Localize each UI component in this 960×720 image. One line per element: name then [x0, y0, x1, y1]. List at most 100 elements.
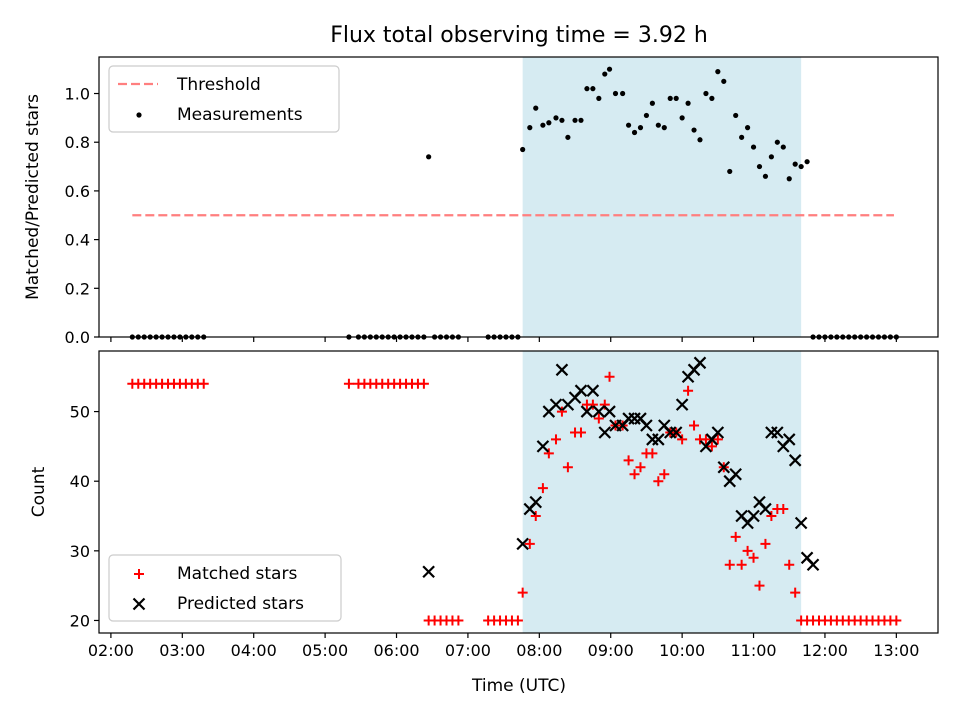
matched-star-point — [512, 615, 523, 626]
measurement-point — [620, 90, 626, 97]
top-y-ticks: 0.0 0.2 0.4 0.6 0.8 1.0 — [65, 85, 99, 347]
x-axis-label: Time (UTC) — [471, 676, 566, 696]
top-legend-box — [108, 65, 340, 133]
y-tick-label: 0.0 — [65, 328, 90, 347]
predicted-star-point — [675, 398, 689, 411]
measurement-point — [612, 90, 619, 97]
measurement-point — [590, 86, 596, 92]
x-tick-label: 06:00 — [373, 641, 419, 660]
y-tick-label: 20 — [70, 611, 90, 630]
y-tick-label: 0.4 — [65, 231, 90, 250]
measurement-point — [804, 159, 810, 165]
matched-star-point — [647, 448, 658, 459]
x-tick-label: 13:00 — [873, 641, 919, 660]
x-tick-label: 08:00 — [516, 641, 562, 660]
predicted-star-point — [788, 454, 802, 467]
top-panel: 0.0 0.2 0.4 0.6 0.8 1.0 Matched/Predicted sta… — [23, 56, 939, 347]
top-legend: Threshold Measurements — [108, 65, 340, 133]
x-tick-label: 09:00 — [588, 641, 634, 660]
matched-star-point — [760, 538, 771, 549]
matched-star-point — [683, 385, 694, 396]
measurement-point — [697, 137, 703, 143]
matched-stars-points — [127, 371, 902, 626]
predicted-star-point — [603, 405, 616, 418]
x-tick-label: 02:00 — [88, 641, 134, 660]
legend-threshold-label: Threshold — [176, 75, 261, 95]
chart-title: Flux total observing time = 3.92 h — [330, 23, 708, 48]
matched-star-point — [556, 406, 567, 417]
y-tick-label: 40 — [70, 472, 90, 491]
predicted-star-point — [782, 433, 796, 446]
top-measurement-points — [129, 66, 899, 340]
matched-star-point — [524, 538, 535, 549]
matched-star-point — [766, 511, 777, 522]
matched-star-point — [700, 434, 711, 445]
measurement-point — [709, 95, 715, 101]
measurement-point — [798, 163, 804, 170]
measurement-point — [727, 168, 733, 175]
bottom-axes-frame — [98, 350, 939, 634]
x-tick-label: 12:00 — [802, 641, 848, 660]
y-tick-label: 0.2 — [65, 279, 90, 298]
legend-matched-swatch — [134, 569, 144, 579]
matched-star-point — [748, 552, 759, 563]
x-tick-label: 03:00 — [159, 641, 205, 660]
predicted-star-point — [536, 440, 550, 453]
matched-star-point — [754, 580, 765, 591]
measurement-point — [559, 117, 565, 123]
predicted-star-point — [132, 597, 146, 611]
matched-star-point — [587, 399, 598, 410]
bottom-legend: Matched stars Predicted stars — [108, 554, 342, 622]
matched-star-point — [550, 434, 561, 445]
matched-star-point — [659, 469, 670, 480]
x-tick-label: 04:00 — [231, 641, 277, 660]
top-y-axis-label: Matched/Predicted stars — [23, 94, 43, 300]
matched-star-point — [198, 378, 209, 389]
predicted-star-point — [652, 433, 665, 446]
measurement-point — [685, 100, 691, 106]
matched-star-point — [134, 569, 144, 579]
y-tick-label: 30 — [70, 542, 90, 561]
matched-star-point — [730, 531, 741, 542]
measurement-point — [625, 122, 632, 128]
matched-star-point — [784, 559, 795, 570]
measurement-point — [774, 139, 780, 145]
measurement-point — [565, 134, 571, 140]
x-tick-label: 11:00 — [730, 641, 776, 660]
matched-star-point — [736, 559, 747, 570]
predicted-star-point — [771, 426, 784, 439]
legend-measurements-swatch — [136, 112, 142, 118]
measurement-point — [715, 69, 721, 75]
predicted-star-point — [717, 461, 731, 474]
matched-star-point — [537, 483, 548, 494]
legend-predicted-label: Predicted stars — [177, 594, 304, 614]
measurement-point — [667, 95, 673, 101]
legend-matched-label: Matched stars — [177, 564, 297, 584]
measurement-point — [655, 122, 661, 128]
predicted-star-point — [549, 398, 563, 411]
measurement-point — [649, 100, 655, 106]
matched-star-point — [790, 587, 801, 598]
measurement-point — [679, 115, 685, 121]
measurement-point — [739, 134, 745, 140]
predicted-star-point — [794, 516, 808, 530]
bottom-shaded-region — [522, 351, 802, 633]
predicted-star-point — [747, 509, 760, 523]
measurement-point — [637, 125, 644, 131]
measurement-point — [606, 66, 613, 72]
measurement-point — [691, 127, 697, 133]
matched-star-point — [724, 559, 735, 570]
measurement-point — [540, 122, 546, 128]
y-tick-label: 50 — [70, 403, 90, 422]
measurement-point — [546, 120, 552, 126]
matched-star-point — [689, 420, 700, 431]
matched-star-point — [653, 476, 664, 487]
measurement-point — [643, 112, 650, 119]
x-tick-label: 10:00 — [659, 641, 705, 660]
matched-star-point — [677, 434, 688, 445]
measurement-point — [744, 125, 751, 131]
predicted-star-point — [574, 384, 588, 397]
matched-star-point — [891, 615, 902, 626]
predicted-star-point — [759, 502, 772, 516]
